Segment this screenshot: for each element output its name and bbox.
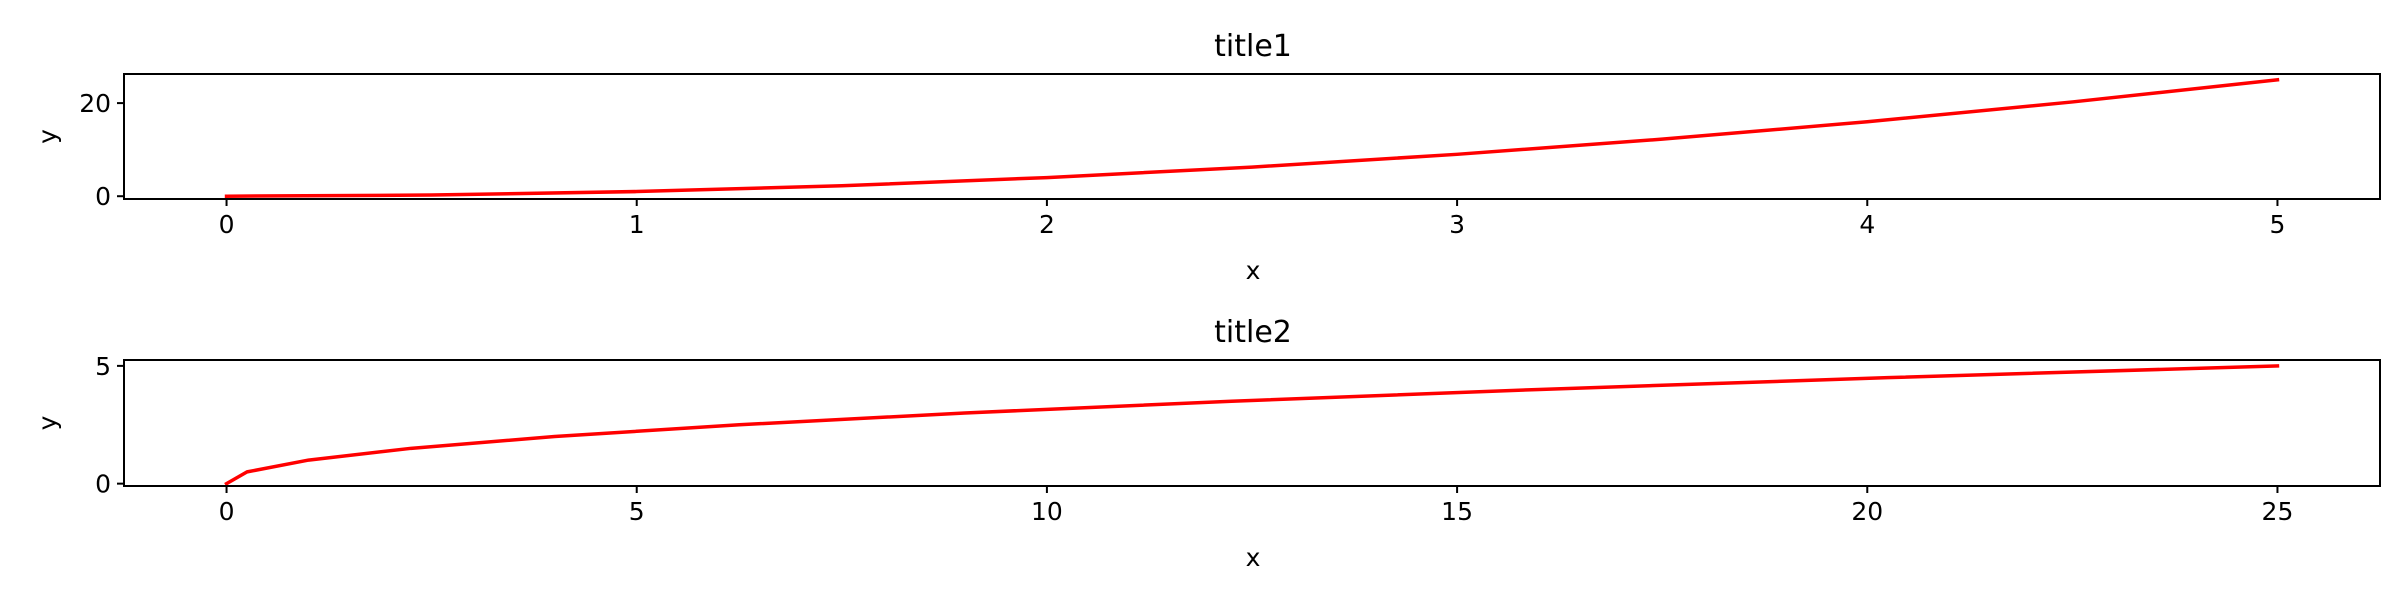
chart-2-x-axis-label: x (1246, 543, 1261, 572)
chart-1-axes-frame (123, 73, 2381, 200)
chart-1-y-tick-label: 20 (79, 89, 111, 118)
chart-1-x-tick-label: 1 (629, 210, 645, 239)
chart-1-x-tick-label: 0 (219, 210, 235, 239)
chart-2-x-tick-label: 20 (1851, 497, 1883, 526)
chart-1-y-axis-label: y (33, 129, 62, 144)
chart-2-series-line (224, 364, 2280, 487)
chart-1-x-axis-label: x (1246, 256, 1261, 285)
chart-1-series-line (224, 77, 2280, 198)
chart-2-x-tick-label: 5 (629, 497, 645, 526)
chart-1-x-tick-label: 3 (1449, 210, 1465, 239)
chart-1-x-tick-label: 5 (2270, 210, 2286, 239)
chart-2-title: title2 (1214, 315, 1292, 350)
chart-2: title2 0 5 10 15 20 25 0 5 x y (33, 315, 2381, 572)
chart-1-title: title1 (1214, 29, 1292, 64)
chart-2-y-axis-label: y (33, 415, 62, 430)
chart-1: title1 0 1 2 3 4 5 0 20 x y (33, 29, 2381, 285)
chart-2-plot-area (224, 364, 2280, 487)
chart-2-x-tick-label: 25 (2262, 497, 2294, 526)
chart-1-x-tick-label: 2 (1039, 210, 1055, 239)
chart-2-axes-frame (123, 359, 2381, 487)
chart-2-x-tick-label: 0 (219, 497, 235, 526)
chart-1-y-tick-label: 0 (95, 182, 111, 211)
chart-1-x-tick-label: 4 (1859, 210, 1875, 239)
chart-2-x-tick-label: 15 (1441, 497, 1473, 526)
chart-2-y-tick-label: 5 (95, 352, 111, 381)
chart-2-y-tick-label: 0 (95, 470, 111, 499)
chart-2-ticks: 0 5 10 15 20 25 0 5 (95, 352, 2293, 526)
chart-1-plot-area (224, 77, 2280, 198)
chart-1-ticks: 0 1 2 3 4 5 0 20 (79, 89, 2285, 239)
chart-2-x-tick-label: 10 (1031, 497, 1063, 526)
